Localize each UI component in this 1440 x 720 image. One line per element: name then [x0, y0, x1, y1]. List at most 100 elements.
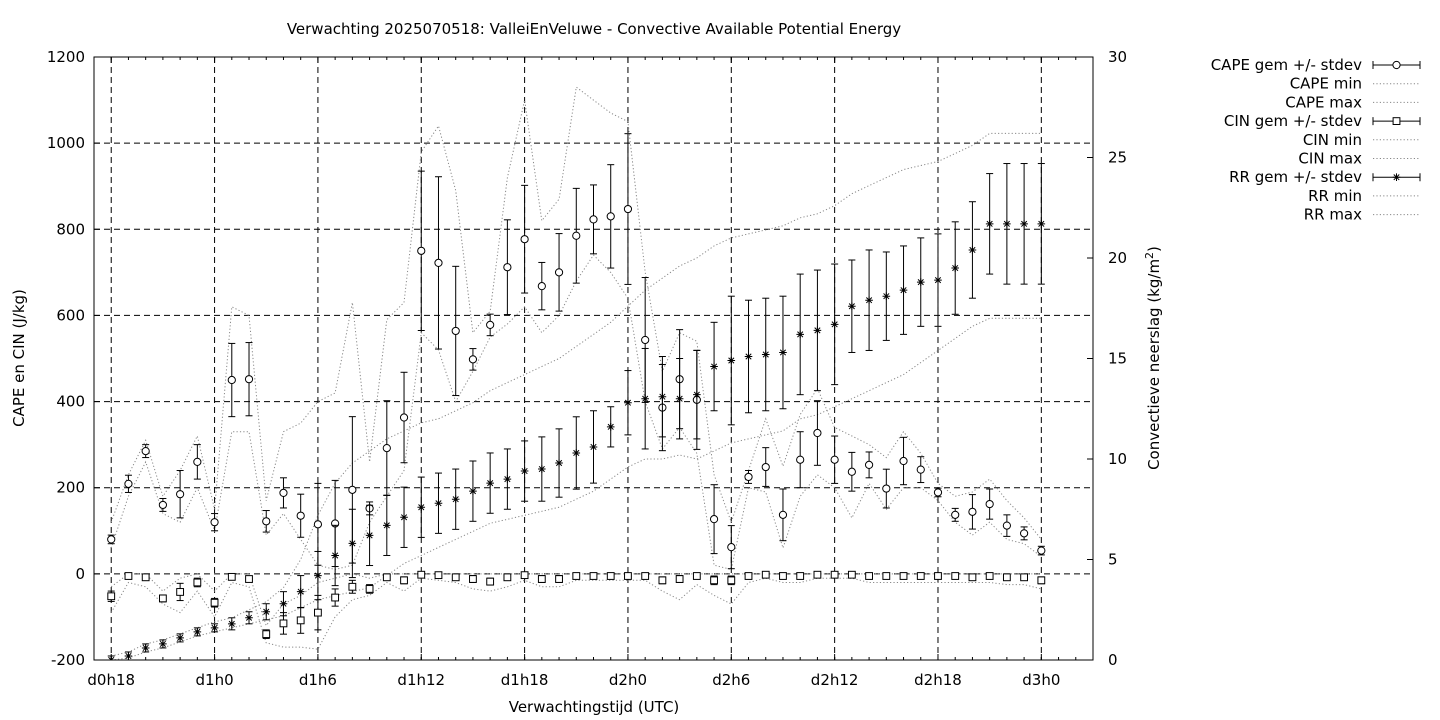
- data-point: [210, 518, 219, 527]
- plot-curves: [107, 86, 1046, 660]
- data-point: [107, 535, 116, 544]
- y-tick-label: -200: [51, 651, 85, 669]
- data-point: [382, 573, 391, 582]
- y2-tick-label: 30: [1108, 48, 1127, 66]
- data-point: [400, 513, 408, 522]
- data-point: [572, 231, 581, 240]
- data-point: [434, 571, 443, 580]
- series-cin-min: [110, 577, 1042, 650]
- data-point: [899, 572, 908, 580]
- data-point: [176, 490, 185, 499]
- data-point: [417, 246, 426, 255]
- data-point: [779, 572, 787, 580]
- data-point: [916, 278, 925, 286]
- data-point: [968, 507, 977, 516]
- data-point: [744, 472, 753, 482]
- data-point: [399, 413, 409, 422]
- chart-title: Verwachting 2025070518: ValleiEnVeluwe -…: [287, 20, 901, 38]
- data-point: [537, 282, 546, 291]
- data-point: [520, 467, 529, 475]
- legend-label: CIN gem +/- stdev: [1224, 112, 1362, 130]
- data-point: [727, 543, 736, 552]
- data-point: [882, 292, 891, 300]
- data-point: [331, 551, 339, 560]
- data-point: [710, 362, 718, 371]
- plot-area: [107, 86, 1046, 660]
- data-point: [486, 577, 495, 586]
- data-point: [451, 495, 460, 503]
- y-tick-label: 0: [75, 565, 85, 583]
- data-point: [486, 479, 494, 487]
- data-point: [658, 576, 667, 585]
- data-point: [985, 572, 994, 580]
- data-point: [934, 276, 942, 284]
- data-point: [296, 511, 305, 520]
- data-point: [124, 479, 133, 488]
- y2-tick-label: 15: [1108, 350, 1127, 368]
- series-square-points: [107, 570, 1046, 639]
- data-point: [417, 570, 426, 579]
- data-point: [968, 246, 977, 254]
- data-point: [830, 570, 839, 579]
- data-point: [865, 572, 873, 580]
- data-point: [331, 593, 340, 602]
- data-point: [555, 575, 563, 583]
- legend-marker: [1392, 60, 1401, 70]
- data-point: [262, 517, 271, 526]
- y2-tick-label: 20: [1108, 249, 1127, 267]
- data-point: [486, 320, 495, 330]
- data-point: [865, 296, 873, 305]
- data-point: [796, 572, 805, 580]
- data-point: [761, 570, 770, 579]
- x-axis-label: Verwachtingstijd (UTC): [509, 698, 680, 716]
- x-tick-label: d1h18: [501, 671, 549, 689]
- legend-label: RR max: [1304, 206, 1362, 224]
- data-point: [572, 572, 581, 580]
- data-point: [968, 573, 977, 582]
- data-point: [951, 510, 960, 519]
- legend-label: CAPE max: [1285, 93, 1362, 111]
- data-point: [830, 320, 839, 329]
- data-point: [934, 572, 942, 580]
- y2-tick-label: 5: [1108, 551, 1118, 569]
- data-point: [124, 572, 133, 580]
- x-tick-label: d1h6: [299, 671, 337, 689]
- data-point: [606, 212, 615, 221]
- data-point: [796, 330, 804, 339]
- data-point: [296, 616, 305, 625]
- data-point: [451, 573, 460, 582]
- data-point: [744, 572, 753, 580]
- data-point: [227, 620, 236, 628]
- legend-label: CAPE gem +/- stdev: [1211, 56, 1362, 74]
- data-point: [279, 619, 288, 628]
- data-point: [227, 572, 236, 581]
- data-point: [1002, 573, 1011, 582]
- data-point: [296, 587, 305, 596]
- data-point: [985, 220, 994, 228]
- x-tick-label: d2h18: [914, 671, 962, 689]
- data-point: [503, 475, 512, 483]
- data-point: [1003, 220, 1011, 228]
- data-point: [848, 302, 856, 311]
- data-point: [606, 423, 615, 431]
- data-point: [158, 500, 167, 510]
- x-tick-label: d1h0: [196, 671, 234, 689]
- data-point: [537, 575, 546, 583]
- data-point: [761, 350, 770, 359]
- data-point: [727, 576, 736, 585]
- x-tick-label: d2h6: [712, 671, 750, 689]
- y2-tick-label: 0: [1108, 651, 1118, 669]
- data-point: [1037, 220, 1046, 228]
- data-point: [1020, 220, 1028, 228]
- data-point: [847, 467, 856, 476]
- data-point: [864, 460, 874, 469]
- data-point: [503, 263, 512, 272]
- data-point: [158, 594, 167, 603]
- legend-label: RR gem +/- stdev: [1229, 168, 1362, 186]
- legend-marker: [1392, 173, 1401, 181]
- plot-frame: [93, 56, 1094, 661]
- y-tick-label: 600: [56, 306, 85, 324]
- data-point: [451, 326, 460, 336]
- data-point: [417, 503, 426, 512]
- y2-axis-label: Convectieve neerslag (kg/m2): [1143, 246, 1163, 470]
